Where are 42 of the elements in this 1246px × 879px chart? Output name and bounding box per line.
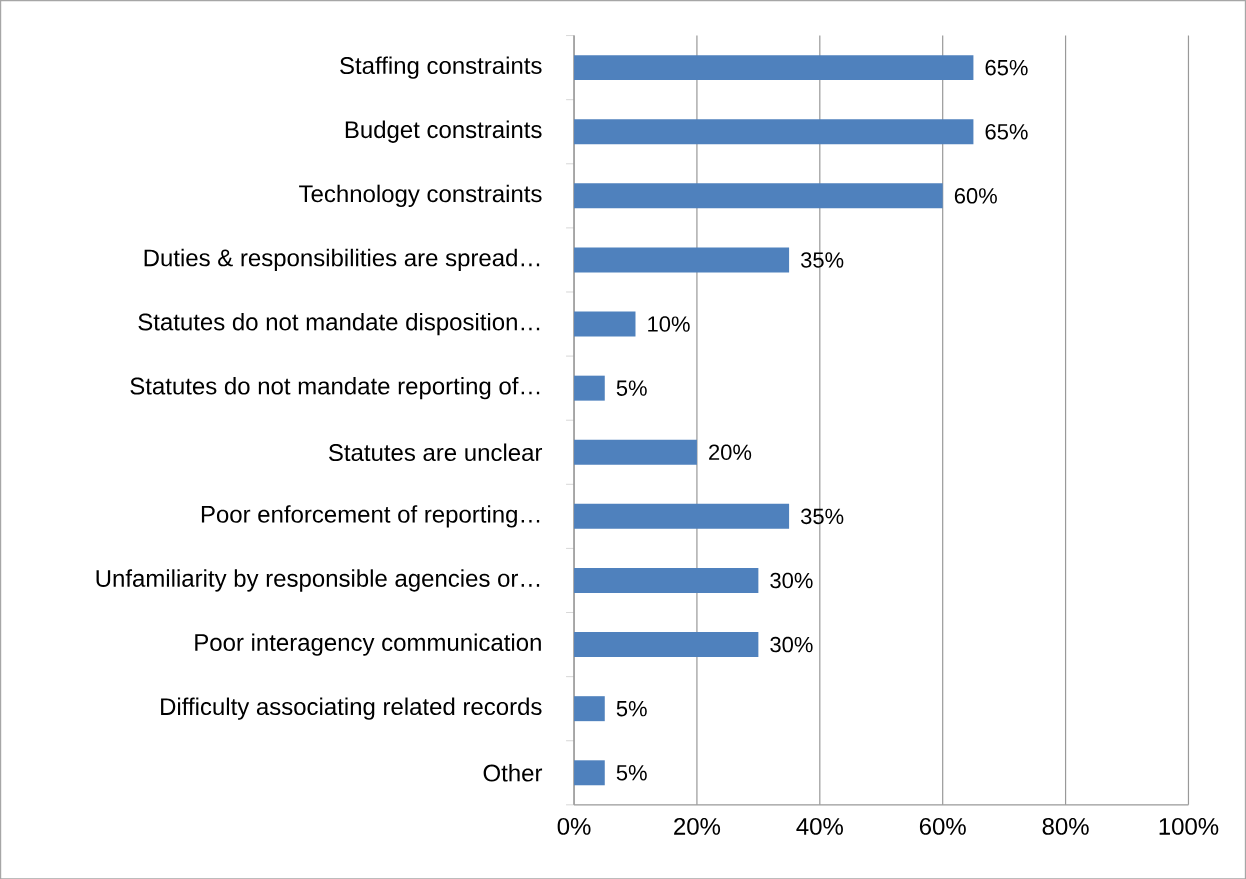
x-tick-label: 100% xyxy=(1159,817,1219,835)
y-tick-label: Statutes do not mandate disposition… xyxy=(138,312,540,336)
x-tick-label: 80% xyxy=(1042,817,1089,835)
bar xyxy=(574,567,759,593)
x-tick-label: 0% xyxy=(557,817,591,835)
data-label: 20% xyxy=(709,444,752,460)
data-label: 65% xyxy=(985,123,1028,140)
data-label: 30% xyxy=(770,572,813,589)
data-label: 5% xyxy=(616,380,647,396)
y-tick-label: Budget constraints xyxy=(345,120,542,143)
y-tick-label: Poor interagency communication xyxy=(195,633,541,656)
data-label: 65% xyxy=(985,59,1028,76)
bar xyxy=(574,439,697,465)
data-label: 30% xyxy=(770,636,813,653)
y-tick-label: Other xyxy=(483,763,543,782)
data-label: 35% xyxy=(801,252,844,268)
x-tick-label: 40% xyxy=(796,817,843,835)
data-label: 5% xyxy=(616,764,647,781)
y-tick-label: Poor enforcement of reporting… xyxy=(201,505,540,528)
bar xyxy=(574,183,943,209)
data-label: 35% xyxy=(801,508,844,524)
x-tick-label: 60% xyxy=(919,817,966,835)
bar xyxy=(574,54,974,80)
bar xyxy=(574,760,605,786)
y-tick-label: Duties & responsibilities are spread… xyxy=(144,248,540,271)
data-label: 5% xyxy=(616,700,647,717)
bar xyxy=(574,696,605,721)
x-tick-label: 20% xyxy=(674,817,721,835)
data-label: 10% xyxy=(648,316,690,332)
y-tick-label: Unfamiliarity by responsible agencies or… xyxy=(96,569,540,592)
y-tick-label: Technology constraints xyxy=(299,184,542,207)
data-label: 60% xyxy=(954,187,997,204)
y-tick-label: Statutes do not mandate reporting of… xyxy=(130,376,540,400)
bar xyxy=(574,247,790,273)
bar xyxy=(574,503,790,529)
y-tick-label: Difficulty associating related records xyxy=(161,697,542,720)
y-tick-label: Staffing constraints xyxy=(340,56,542,79)
y-tick-label: Statutes are unclear xyxy=(328,443,543,461)
bar xyxy=(574,375,605,401)
bar xyxy=(574,631,759,657)
bar xyxy=(574,311,636,337)
bar xyxy=(574,119,974,145)
